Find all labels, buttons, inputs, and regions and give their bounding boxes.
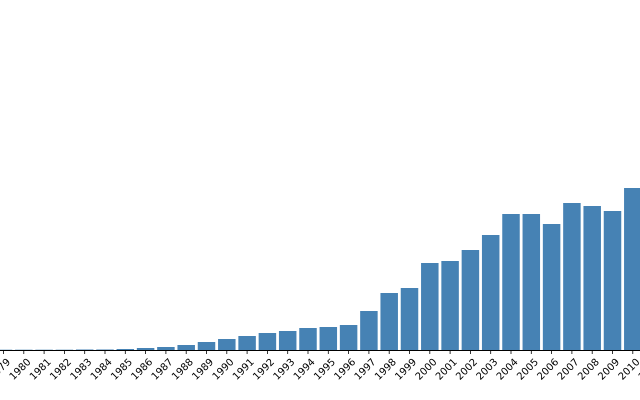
bars-group (0, 188, 640, 350)
x-tick-label: 2004 (495, 357, 521, 383)
bar-1992 (258, 333, 277, 350)
bar-1994 (299, 328, 317, 350)
bar-2000 (421, 263, 439, 350)
bar-1998 (380, 293, 398, 350)
x-tick-label: 1993 (272, 357, 298, 383)
x-tick-label: 2010 (617, 357, 640, 383)
x-tick-label: 1995 (312, 357, 338, 383)
x-tick-label: 2008 (576, 357, 602, 383)
bar-2007 (563, 203, 581, 350)
x-tick-label: 1996 (332, 357, 358, 383)
bar-1993 (278, 331, 297, 350)
bar-1995 (319, 327, 338, 350)
x-tick-label: 2006 (535, 357, 561, 383)
x-tick-label: 1997 (353, 357, 379, 383)
bar-1986 (136, 348, 155, 350)
bar-2006 (542, 224, 561, 350)
x-tick-label: 1988 (170, 357, 196, 383)
x-tick-label: 2000 (414, 357, 440, 383)
x-tick-label: 1989 (190, 357, 216, 383)
x-tick-label: 1983 (69, 357, 95, 383)
x-tick-label: 2007 (556, 357, 582, 383)
bar-1984 (96, 349, 114, 350)
x-tick-label: 2009 (596, 357, 622, 383)
bar-2010 (624, 188, 640, 350)
bar-1999 (400, 288, 419, 350)
x-tick-label: 1981 (28, 357, 54, 383)
x-tick-label: 1992 (251, 357, 277, 383)
x-tick-label: 1998 (373, 357, 399, 383)
x-tick-label: 1987 (150, 357, 176, 383)
bar-2001 (441, 261, 459, 350)
x-tick-label: 1986 (129, 357, 155, 383)
x-tick-label: 1999 (393, 357, 419, 383)
bar-1997 (360, 311, 378, 350)
x-tick-label: 1994 (292, 357, 318, 383)
x-tick-label: 1982 (48, 357, 74, 383)
bar-2009 (603, 211, 622, 350)
x-tick-label: 2005 (515, 357, 541, 383)
x-tick-label: 2003 (475, 357, 501, 383)
bar-1990 (218, 339, 236, 350)
bar-2003 (481, 235, 500, 350)
bar-2002 (461, 250, 480, 350)
x-tick-label: 2002 (454, 357, 480, 383)
bar-1988 (177, 345, 195, 350)
x-tick-label: 1984 (89, 357, 115, 383)
x-tick-label: 1990 (211, 357, 237, 383)
bar-2005 (522, 214, 541, 350)
bar-2004 (502, 214, 520, 350)
bar-2008 (583, 206, 601, 350)
x-tick-label: 1991 (231, 357, 257, 383)
x-tick-label: 1985 (109, 357, 135, 383)
bar-1985 (116, 349, 135, 350)
x-tick-group: 1979198019811982198319841985198619871988… (0, 350, 640, 383)
bar-1996 (339, 325, 358, 350)
bar-1989 (197, 342, 216, 350)
bar-1987 (157, 347, 175, 350)
x-tick-label: 2001 (434, 357, 460, 383)
bar-1983 (75, 349, 94, 350)
x-tick-label: 1980 (8, 357, 34, 383)
bar-1991 (238, 336, 256, 350)
